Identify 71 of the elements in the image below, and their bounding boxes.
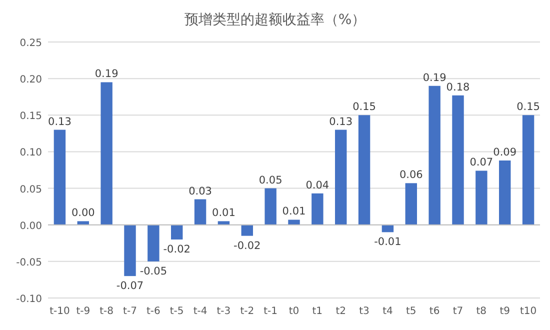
data-label: 0.01 [212,207,236,220]
x-tick-label: t-8 [100,306,114,317]
bar [358,115,370,225]
y-tick-label: -0.10 [16,294,42,305]
data-label: -0.02 [163,243,190,256]
data-label: 0.06 [399,169,424,182]
bar [194,199,206,225]
y-tick-label: 0.05 [20,184,42,196]
x-tick-label: t5 [406,306,416,317]
y-tick-label: 0.15 [20,111,42,122]
y-tick-label: 0.10 [20,148,42,159]
bar [452,95,464,225]
x-tick-label: t-2 [240,306,254,317]
chart-title: 预增类型的超额收益率（%） [184,12,366,28]
data-label: 0.03 [188,185,212,198]
x-tick-label: t8 [476,306,487,317]
bar [218,221,230,225]
x-tick-label: t-5 [170,306,184,317]
data-label: -0.02 [234,240,261,252]
x-tick-label: t9 [500,306,510,317]
y-tick-label: 0.00 [20,220,42,232]
bar [54,130,66,225]
y-tick-label: -0.05 [16,257,42,268]
y-tick-label: 0.25 [20,38,42,49]
x-tick-label: t1 [312,306,323,317]
data-label: 0.18 [446,81,470,94]
x-tick-label: t3 [359,306,370,317]
bar [241,224,253,236]
bar [124,224,136,276]
x-tick-label: t7 [452,306,464,317]
bar [77,221,89,225]
x-tick-label: t-4 [193,306,208,317]
x-tick-label: t6 [429,306,440,317]
data-label: 0.15 [516,101,540,114]
bar [405,183,417,225]
x-tick-label: t-9 [76,306,90,317]
data-label: 0.19 [94,68,118,80]
data-label: -0.01 [374,236,402,248]
bar [288,220,300,225]
data-label: 0.00 [71,207,95,220]
x-tick-label: t10 [520,306,537,317]
data-label: 0.19 [422,72,446,84]
bar [522,115,534,225]
data-label: 0.13 [329,116,353,128]
data-label: 0.05 [258,174,282,186]
x-tick-label: t-3 [216,306,231,317]
x-tick-label: t-1 [264,306,278,317]
x-tick-label: t-6 [146,306,160,317]
data-label: 0.04 [306,179,330,192]
bar [335,130,347,225]
data-label: 0.07 [470,156,494,169]
x-tick-label: t0 [288,306,300,317]
bar [476,170,488,225]
x-tick-label: t-7 [123,306,137,317]
bar [100,82,112,225]
data-label: 0.13 [48,116,72,128]
bar [428,86,440,225]
data-label: -0.05 [140,265,168,278]
x-tick-label: t-10 [50,306,70,317]
data-label: -0.07 [116,280,144,292]
bar [499,160,511,225]
bar [171,224,183,240]
data-label: 0.09 [493,146,517,158]
bar [148,224,160,262]
bar [264,188,276,225]
y-tick-label: 0.20 [20,74,42,86]
data-label: 0.01 [282,206,306,218]
x-tick-label: t4 [382,306,393,317]
data-label: 0.15 [352,101,376,114]
x-tick-label: t2 [336,306,346,317]
bar [312,193,324,225]
